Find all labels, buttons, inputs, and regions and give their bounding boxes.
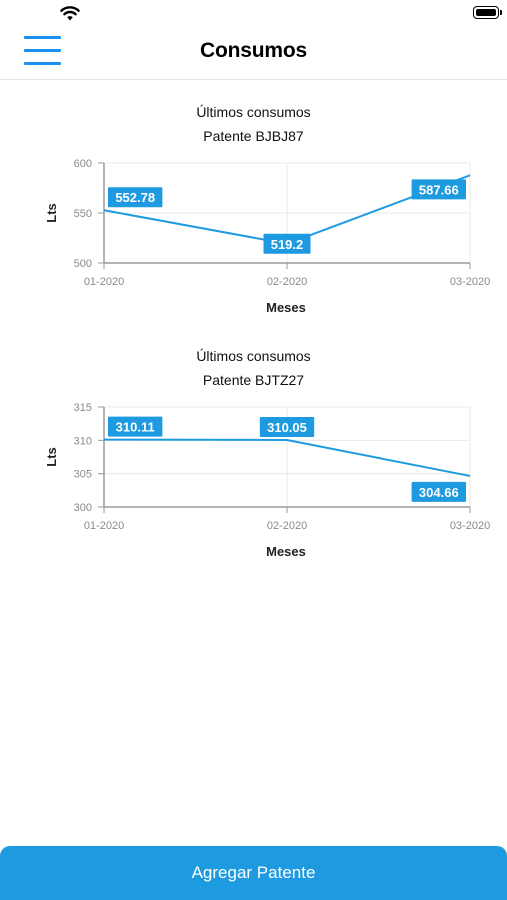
data-label: 304.66: [419, 485, 459, 500]
y-tick-label: 300: [74, 502, 92, 514]
x-tick-label: 03-2020: [450, 520, 490, 532]
wifi-icon: [60, 6, 80, 21]
data-label: 552.78: [115, 190, 155, 205]
x-axis-label: Meses: [266, 300, 306, 315]
consumption-chart-1: Últimos consumos Patente BJBJ87 500 550 60…: [0, 96, 507, 326]
y-tick-label: 305: [74, 469, 92, 481]
chart-title-line2: Patente BJTZ27: [202, 372, 305, 388]
data-label-box: [108, 416, 163, 437]
consumption-chart-2: Últimos consumos Patente BJTZ27 300 305 31…: [0, 340, 507, 570]
data-label-box: [259, 417, 315, 437]
y-tick-label: 310: [74, 435, 92, 447]
series-line: [103, 438, 471, 477]
data-label: 310.05: [267, 420, 307, 435]
chart-title-line2: Patente BJBJ87: [203, 128, 304, 144]
x-tick-label: 02-2020: [267, 520, 307, 532]
data-label-box: [411, 481, 466, 502]
line-chart-2: 300 305 310 315 01-2020 02-2020 03-2020 Lts Mese…: [44, 402, 490, 559]
chart-title-line1: Últimos consumos: [196, 348, 311, 364]
data-label: 519.2: [271, 237, 304, 252]
battery-icon: [473, 6, 502, 19]
data-label-box: [108, 187, 163, 208]
y-tick-label: 315: [74, 402, 92, 414]
x-tick-label: 02-2020: [267, 276, 307, 288]
x-tick-label: 01-2020: [84, 276, 124, 288]
data-label: 587.66: [419, 182, 459, 197]
chart-title-line1: Últimos consumos: [196, 104, 311, 120]
add-patente-button[interactable]: Agregar Patente: [0, 846, 507, 900]
x-tick-label: 01-2020: [84, 520, 124, 532]
hamburger-menu-icon[interactable]: [24, 36, 62, 68]
y-tick-label: 500: [74, 258, 92, 270]
data-label-box: [263, 233, 311, 254]
line-chart-1: 500 550 600 01-2020 02-2020 03-2020 Lts Meses 55…: [44, 158, 490, 315]
y-axis-label: Lts: [44, 447, 59, 467]
x-axis-label: Meses: [266, 544, 306, 559]
status-bar: [0, 0, 507, 26]
app-header: Consumos: [0, 26, 507, 80]
data-label: 310.11: [116, 420, 155, 435]
y-tick-label: 600: [74, 158, 92, 170]
y-axis-label: Lts: [44, 203, 59, 223]
data-label-box: [411, 179, 466, 200]
x-tick-label: 03-2020: [450, 276, 490, 288]
page-title: Consumos: [200, 39, 307, 62]
y-tick-label: 550: [74, 208, 92, 220]
